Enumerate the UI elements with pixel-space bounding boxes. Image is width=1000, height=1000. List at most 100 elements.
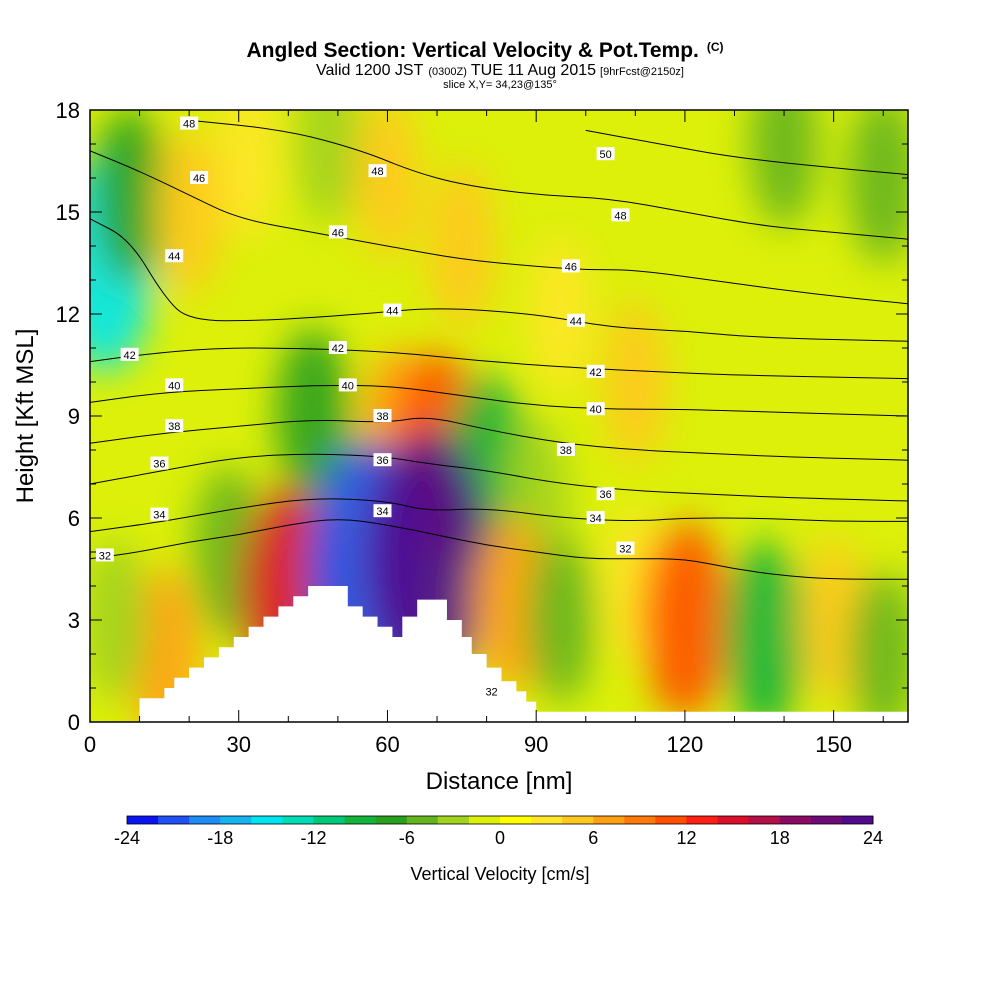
colorbar-tick-label: -18	[207, 828, 233, 848]
contour-label-box	[561, 259, 580, 273]
contour-label-text: 46	[565, 261, 577, 273]
colorbar-swatch	[500, 816, 532, 824]
colorbar-swatch	[841, 816, 874, 824]
contour-label-text: 34	[153, 510, 165, 522]
colorbar-label: Vertical Velocity [cm/s]	[410, 864, 589, 884]
colorbar-swatch	[375, 816, 408, 824]
contour-label-text: 38	[168, 421, 180, 433]
x-tick-label: 120	[667, 732, 704, 757]
velocity-cell-23	[641, 521, 729, 719]
contour-label-box	[180, 116, 199, 130]
contour-34-line	[90, 498, 908, 533]
contour-label: 48	[611, 208, 630, 222]
colorbar-swatch	[127, 816, 159, 824]
colorbar-swatch	[406, 816, 439, 824]
contour-label-text: 48	[183, 119, 195, 131]
colorbar-tick-label: -24	[114, 828, 140, 848]
contour-label-text: 44	[386, 306, 398, 318]
velocity-cell-5	[355, 110, 420, 259]
contour-label-box	[190, 171, 209, 184]
colorbar-swatch	[158, 816, 190, 824]
colorbar-tick-label: 6	[588, 828, 598, 848]
contour-label-text: 42	[332, 343, 344, 355]
contour-label: 40	[165, 378, 184, 392]
colorbar-swatch	[313, 816, 346, 824]
contour-label-text: 46	[193, 173, 205, 185]
colorbar-swatch	[468, 816, 501, 824]
contour-label-box	[611, 208, 630, 222]
contour-label: 34	[150, 507, 169, 522]
colorbar-swatch	[686, 816, 719, 824]
colorbar-swatch	[655, 816, 687, 824]
subtitle-date: TUE 11 Aug 2015	[471, 62, 596, 79]
contour-label-text: 46	[332, 227, 344, 239]
contour-label-box	[373, 504, 392, 518]
chart-title-main: Angled Section: Vertical Velocity & Pot.…	[246, 39, 698, 62]
contour-label-text: 34	[376, 506, 388, 518]
contour-label-text: 40	[342, 380, 354, 392]
velocity-cell-11	[275, 327, 351, 505]
colorbar-swatch	[748, 816, 781, 824]
contour-label-box	[616, 541, 635, 555]
contour-label: 32	[482, 684, 501, 698]
contour-label: 42	[120, 347, 139, 362]
colorbar-tick-label: -12	[300, 828, 326, 848]
colorbar-swatch	[810, 816, 843, 824]
contour-label-text: 38	[560, 445, 572, 457]
contour-label: 44	[566, 313, 585, 328]
y-tick-label: 12	[56, 302, 80, 327]
y-axis-label: Height [Kft MSL]	[12, 329, 39, 504]
colorbar-swatch	[344, 816, 377, 824]
contour-32-line	[90, 519, 908, 580]
y-tick-label: 3	[68, 608, 80, 633]
contour-50-line	[585, 129, 908, 176]
chart-title-unit: (C)	[707, 40, 724, 54]
contour-38-line	[90, 417, 908, 461]
contour-label-box	[150, 507, 169, 521]
contour-label-box	[482, 684, 501, 698]
contour-label-box	[596, 147, 615, 161]
contour-label: 32	[616, 541, 635, 556]
contour-label: 40	[586, 402, 605, 416]
contour-labels: 48 46 44 42 40 38 36 34 32 48 46 44 42 40 38 36 34 50 48 46…	[95, 116, 635, 698]
contour-label-box	[328, 341, 347, 354]
y-tick-label: 9	[68, 404, 80, 429]
plot-area: 48 46 44 42 40 38 36 34 32 48 46 44 42 40 38 36 34 50 48 46…	[90, 110, 908, 722]
contour-label: 44	[383, 303, 402, 318]
colorbar-swatch	[251, 816, 283, 824]
colorbar-swatch	[531, 816, 563, 824]
contour-label: 50	[596, 147, 615, 161]
contour-label-box	[556, 443, 575, 456]
subtitle-forecast: [9hrFcst@2150z]	[600, 66, 684, 78]
contour-label-text: 44	[168, 251, 180, 263]
contour-label-text: 38	[376, 411, 388, 423]
contour-label: 32	[95, 548, 114, 562]
contour-label: 46	[328, 225, 347, 239]
contour-46-line	[90, 150, 908, 305]
contour-36-line	[90, 453, 908, 502]
contour-label: 46	[561, 259, 580, 273]
velocity-cell-28	[90, 539, 148, 701]
velocity-cell-3	[217, 110, 280, 239]
x-axis-label: Distance [nm]	[426, 768, 573, 795]
terrain-mask	[90, 586, 908, 722]
contour-label-box	[338, 378, 357, 392]
contour-label-text: 42	[590, 367, 602, 379]
contour-label-box	[368, 164, 387, 178]
contour-label: 48	[180, 116, 199, 131]
contour-label: 44	[165, 249, 184, 263]
velocity-cell-21	[526, 537, 595, 703]
velocity-cell-1	[92, 110, 167, 284]
contour-label: 38	[373, 409, 392, 423]
contour-48-line	[189, 119, 908, 240]
contour-label: 36	[373, 453, 392, 467]
colorbar-swatch	[624, 816, 656, 824]
contour-label-box	[586, 364, 605, 378]
contour-label-box	[95, 548, 114, 562]
contour-label-text: 48	[614, 210, 626, 222]
contour-label-text: 34	[590, 513, 602, 525]
contour-label-text: 32	[99, 550, 111, 562]
contour-label-box	[150, 456, 169, 470]
